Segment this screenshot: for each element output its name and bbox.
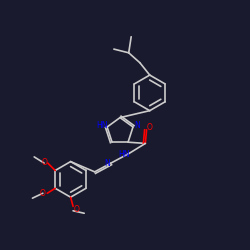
Text: O: O (41, 158, 47, 167)
Text: O: O (74, 205, 80, 214)
Text: O: O (40, 189, 46, 198)
Text: HN: HN (96, 121, 108, 130)
Text: O: O (146, 123, 152, 132)
Text: N: N (134, 121, 140, 130)
Text: N: N (104, 160, 110, 168)
Text: HN: HN (118, 150, 130, 159)
